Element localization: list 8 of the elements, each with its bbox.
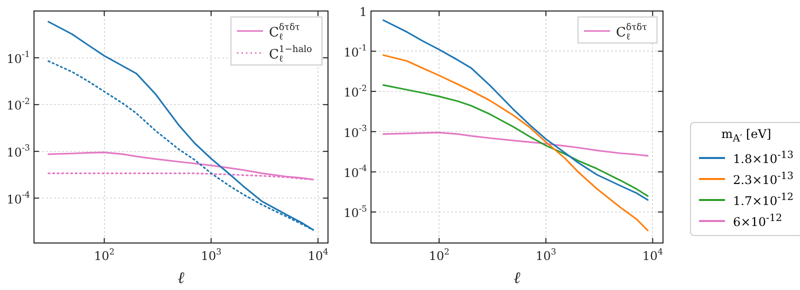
- legend-label: 1.8×10$^{-13}$: [733, 149, 794, 168]
- y-tick-label: 1: [359, 5, 368, 20]
- x-axis-title: ℓ: [514, 268, 521, 288]
- legend-label: 1.7×10$^{-12}$: [733, 191, 794, 210]
- legend-title: m$_{A′}$ [eV]: [720, 127, 772, 144]
- x-axis-title: ℓ: [178, 268, 185, 288]
- legend-label: 2.3×10$^{-13}$: [733, 170, 794, 190]
- legend-label: 6×10$^{-12}$: [733, 212, 782, 232]
